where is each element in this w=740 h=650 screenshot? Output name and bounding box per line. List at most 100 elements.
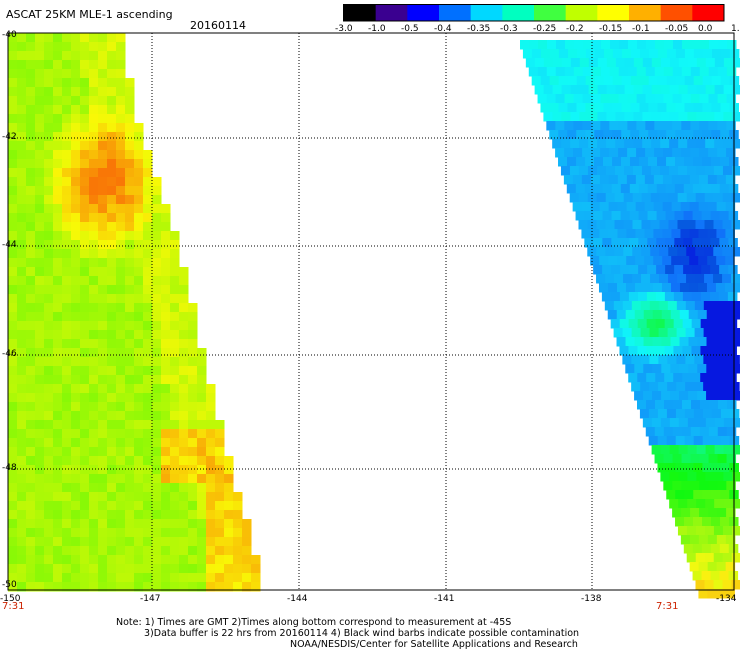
data-cell [656, 265, 666, 275]
data-cell [731, 580, 740, 590]
data-cell [26, 51, 36, 61]
data-cell [26, 483, 36, 493]
data-cell [116, 177, 126, 187]
data-cell [125, 231, 135, 241]
data-cell [116, 501, 126, 511]
data-cell [8, 177, 18, 187]
data-cell [670, 283, 681, 293]
data-cell [35, 222, 45, 232]
data-cell [80, 348, 90, 358]
lon-label: -144 [287, 594, 308, 604]
data-cell [62, 168, 72, 178]
data-cell [17, 60, 27, 70]
data-cell [62, 285, 72, 295]
data-cell [98, 123, 108, 133]
data-cell [725, 202, 736, 212]
data-cell [125, 528, 135, 538]
data-cell [89, 465, 99, 475]
data-cell [116, 105, 126, 115]
data-cell [80, 366, 90, 376]
data-cell [681, 67, 692, 77]
data-cell [134, 528, 144, 538]
data-cell [726, 148, 736, 158]
data-cell [134, 249, 144, 259]
data-cell [599, 175, 610, 185]
data-cell [667, 355, 677, 365]
data-cell [633, 85, 644, 95]
data-cell [17, 249, 27, 259]
data-cell [657, 49, 668, 59]
data-cell [660, 112, 670, 122]
data-cell [71, 213, 81, 223]
footnote-line-2: 3)Data buffer is 22 hrs from 20160114 4)… [144, 628, 580, 639]
data-cell [17, 447, 27, 457]
data-cell [592, 40, 602, 50]
data-cell [170, 249, 180, 259]
data-cell [89, 78, 99, 88]
data-cell [35, 438, 45, 448]
data-cell [711, 436, 722, 446]
data-cell [116, 258, 126, 268]
data-cell [197, 528, 207, 538]
data-cell [719, 571, 730, 581]
data-cell [152, 420, 162, 430]
data-cell [89, 546, 99, 556]
data-cell [143, 348, 153, 358]
data-cell [688, 310, 699, 320]
data-cell [664, 346, 674, 356]
data-cell [62, 204, 72, 214]
data-cell [664, 400, 674, 410]
data-cell [89, 573, 99, 583]
data-cell [638, 238, 648, 248]
data-cell [599, 256, 609, 266]
swath-time-label: 7:31 [2, 601, 25, 612]
data-cell [62, 321, 72, 331]
data-cell [17, 123, 27, 133]
data-cell [179, 555, 189, 565]
data-cell [62, 96, 72, 106]
data-cell [170, 564, 180, 574]
data-cell [707, 562, 718, 572]
data-cell [26, 330, 36, 340]
data-cell [8, 366, 18, 376]
data-cell [71, 357, 81, 367]
data-cell [89, 312, 99, 322]
data-cell [663, 148, 673, 158]
data-cell [695, 247, 705, 257]
data-cell [80, 528, 90, 538]
data-cell [116, 384, 126, 394]
data-cell [693, 103, 703, 113]
data-cell [654, 454, 665, 464]
data-cell [609, 67, 620, 77]
data-cell [53, 375, 63, 385]
data-cell [709, 373, 719, 383]
data-cell [71, 159, 81, 169]
data-cell [579, 139, 589, 149]
data-cell [89, 240, 99, 250]
data-cell [606, 139, 616, 149]
data-cell [224, 456, 234, 466]
data-cell [675, 76, 686, 86]
data-cell [71, 258, 81, 268]
data-cell [685, 355, 695, 365]
data-cell [89, 150, 99, 160]
data-cell [731, 274, 740, 284]
data-cell [62, 420, 72, 430]
data-cell [687, 85, 698, 95]
lon-label: -147 [140, 594, 161, 604]
data-cell [224, 528, 234, 538]
data-cell [161, 474, 171, 484]
data-cell [53, 438, 63, 448]
data-cell [710, 544, 721, 554]
data-cell [628, 319, 639, 329]
data-cell [702, 409, 713, 419]
data-cell [134, 258, 144, 268]
data-cell [35, 249, 45, 259]
data-cell [17, 519, 27, 529]
data-cell [161, 564, 171, 574]
data-cell [26, 420, 36, 430]
data-cell [161, 366, 171, 376]
data-cell [561, 112, 571, 122]
data-cell [695, 220, 705, 230]
data-cell [662, 202, 673, 212]
